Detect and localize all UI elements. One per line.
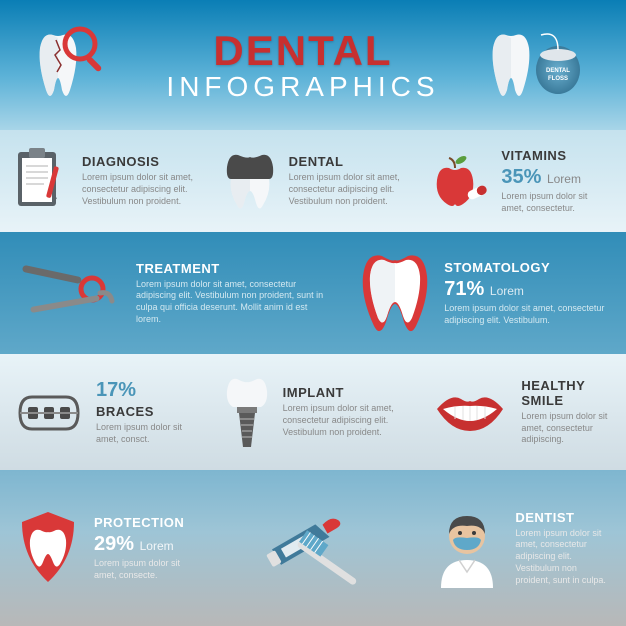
smile-cell: HEALTHY SMILE Lorem ipsum dolor sit amet… [417,354,626,470]
implant-body: Lorem ipsum dolor sit amet, consectetur … [283,403,404,438]
dentist-avatar-icon [431,506,503,590]
header-title: DENTAL INFOGRAPHICS [120,27,486,103]
dentist-cell: DENTIST Lorem ipsum dolor sit amet, cons… [417,470,626,626]
tooth-floss-icon: DENTAL FLOSS [486,20,586,110]
braces-percent: 17% [96,379,195,402]
shield-tooth-icon [14,508,82,588]
row-3: 17% BRACES Lorem ipsum dolor sit amet, c… [0,354,626,470]
protection-cell: PROTECTION 29% Lorem Lorem ipsum dolor s… [0,470,209,626]
title-sub: INFOGRAPHICS [120,71,486,103]
svg-text:FLOSS: FLOSS [548,76,568,82]
clipboard-icon [14,146,70,216]
treatment-body: Lorem ipsum dolor sit amet, consectetur … [136,279,330,326]
braces-cell: 17% BRACES Lorem ipsum dolor sit amet, c… [0,354,209,470]
dentist-body: Lorem ipsum dolor sit amet, consectetur … [515,528,612,586]
vitamins-title: VITAMINS [501,148,612,163]
braces-icon [14,385,84,439]
protection-body: Lorem ipsum dolor sit amet, consecte. [94,558,195,581]
dental-body: Lorem ipsum dolor sit amet, consectetur … [289,172,404,207]
diagnosis-cell: DIAGNOSIS Lorem ipsum dolor sit amet, co… [0,130,209,232]
vitamins-percent: 35% Lorem [501,166,612,189]
floss-label-text: DENTAL [546,68,570,74]
apple-pill-icon [431,150,489,212]
row-1: DIAGNOSIS Lorem ipsum dolor sit amet, co… [0,130,626,232]
treatment-cell: TREATMENT Lorem ipsum dolor sit amet, co… [0,232,344,354]
title-main: DENTAL [120,27,486,75]
protection-percent: 29% Lorem [94,533,195,556]
dentist-title: DENTIST [515,510,612,525]
implant-title: IMPLANT [283,385,404,400]
smile-body: Lorem ipsum dolor sit amet, consectetur … [521,411,612,446]
header: DENTAL INFOGRAPHICS DENTAL FLOSS [0,0,626,130]
row-4: PROTECTION 29% Lorem Lorem ipsum dolor s… [0,470,626,626]
diagnosis-title: DIAGNOSIS [82,154,195,169]
stomatology-title: STOMATOLOGY [444,260,612,275]
stomatology-body: Lorem ipsum dolor sit amet, consectetur … [444,303,612,326]
braces-title: BRACES [96,404,195,419]
cracked-tooth-magnifier-icon [28,20,108,110]
toothbrush-cell [209,470,418,626]
tooth-crown-icon [223,147,277,215]
diagnosis-body: Lorem ipsum dolor sit amet, consectetur … [82,172,195,207]
vitamins-body: Lorem ipsum dolor sit amet, consectetur. [501,191,612,214]
vitamins-cell: VITAMINS 35% Lorem Lorem ipsum dolor sit… [417,130,626,232]
stomatology-percent: 71% Lorem [444,278,612,301]
toothpaste-brush-icon [253,493,373,603]
implant-icon [223,373,271,451]
protection-title: PROTECTION [94,515,195,530]
smile-lips-icon [431,387,509,437]
red-tooth-icon [358,246,432,340]
smile-title: HEALTHY SMILE [521,378,612,408]
row-2: TREATMENT Lorem ipsum dolor sit amet, co… [0,232,626,354]
stomatology-cell: STOMATOLOGY 71% Lorem Lorem ipsum dolor … [344,232,626,354]
braces-body: Lorem ipsum dolor sit amet, consct. [96,422,195,445]
dental-tools-icon [14,253,124,333]
dental-title: DENTAL [289,154,404,169]
treatment-title: TREATMENT [136,261,330,276]
infographic-page: DENTAL INFOGRAPHICS DENTAL FLOSS [0,0,626,626]
implant-cell: IMPLANT Lorem ipsum dolor sit amet, cons… [209,354,418,470]
dental-cell: DENTAL Lorem ipsum dolor sit amet, conse… [209,130,418,232]
